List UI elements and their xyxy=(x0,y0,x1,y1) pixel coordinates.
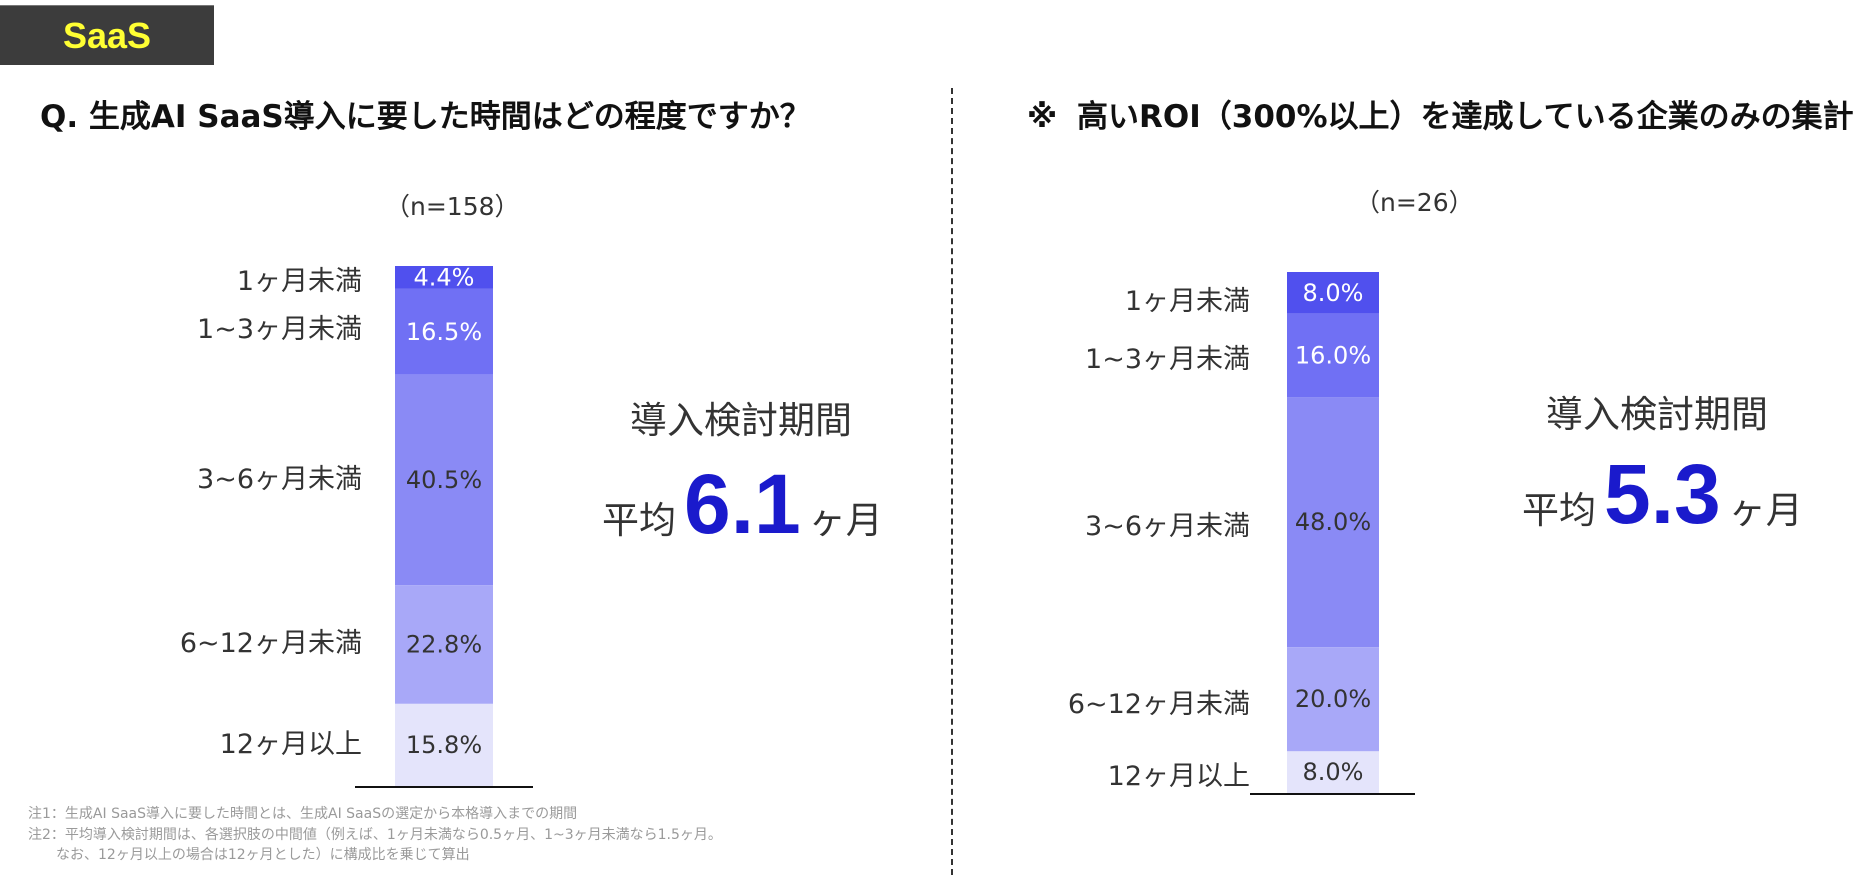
left-bar-value-label: 40.5% xyxy=(406,466,482,494)
left-average-label: 導入検討期間 xyxy=(630,399,852,442)
left-bar-segment xyxy=(395,585,493,704)
right-bar-value-label: 8.0% xyxy=(1303,279,1364,307)
left-bar-value-label: 22.8% xyxy=(406,631,482,659)
left-bar-value-label: 16.5% xyxy=(406,318,482,346)
footnote-2: 注2：平均導入検討期間は、各選択肢の中間値（例えば、1ヶ月未満なら0.5ヶ月、1… xyxy=(28,827,722,843)
right-category-label: 12ヶ月以上 xyxy=(1107,761,1250,792)
right-sample-size: （n=26） xyxy=(1355,188,1474,217)
left-bar-segment xyxy=(395,374,493,586)
left-average-line: 平均6.1 ヶ月 xyxy=(602,456,883,553)
right-bar-value-label: 8.0% xyxy=(1303,758,1364,786)
left-sample-size: （n=158） xyxy=(385,192,520,221)
left-question-title: Q. 生成AI SaaS導入に要した時間はどの程度ですか？ xyxy=(40,99,811,135)
left-category-label: 1~3ヶ月未満 xyxy=(197,314,362,345)
right-average-unit: ヶ月 xyxy=(1728,489,1803,532)
right-average-line: 平均5.3 ヶ月 xyxy=(1522,446,1803,543)
right-average-prefix: 平均 xyxy=(1522,489,1596,532)
right-bar-segment xyxy=(1287,397,1379,648)
right-bar-value-label: 48.0% xyxy=(1295,508,1371,536)
right-category-label: 1ヶ月未満 xyxy=(1124,286,1250,317)
right-bar-segment xyxy=(1287,647,1379,752)
left-bar-value-label: 4.4% xyxy=(414,263,475,291)
left-bar-segment xyxy=(395,288,493,375)
right-bar-value-label: 16.0% xyxy=(1295,341,1371,369)
right-category-label: 3~6ヶ月未満 xyxy=(1085,511,1250,542)
right-category-label: 1~3ヶ月未満 xyxy=(1085,344,1250,375)
left-bar-segment xyxy=(395,266,493,289)
left-average-unit: ヶ月 xyxy=(808,499,883,542)
left-average-value: 6.1 xyxy=(684,457,801,551)
saas-tag: SaaS xyxy=(0,5,214,65)
left-category-label: 1ヶ月未満 xyxy=(236,266,362,297)
left-category-label: 12ヶ月以上 xyxy=(219,729,362,760)
right-bar-value-label: 20.0% xyxy=(1295,685,1371,713)
right-note-mark: ※ xyxy=(1027,99,1058,135)
left-bar-value-label: 15.8% xyxy=(406,731,482,759)
right-category-label: 6~12ヶ月未満 xyxy=(1067,689,1250,720)
right-bar-segment xyxy=(1287,313,1379,398)
left-bar-segment xyxy=(395,703,493,786)
right-bar-segment xyxy=(1287,751,1379,793)
footnote-1: 注1：生成AI SaaS導入に要した時間とは、生成AI SaaSの選定から本格導… xyxy=(28,806,578,822)
panel-divider xyxy=(951,88,953,875)
left-category-label: 3~6ヶ月未満 xyxy=(197,464,362,495)
right-average-label: 導入検討期間 xyxy=(1546,393,1768,436)
right-bar-segment xyxy=(1287,272,1379,314)
right-average-value: 5.3 xyxy=(1604,447,1721,541)
footnote-3: なお、12ヶ月以上の場合は12ヶ月とした）に構成比を乗じて算出 xyxy=(28,847,470,863)
left-average-prefix: 平均 xyxy=(602,499,676,542)
left-category-label: 6~12ヶ月未満 xyxy=(179,628,362,659)
right-chart-title: 高いROI（300%以上）を達成している企業のみの集計 xyxy=(1077,99,1854,135)
